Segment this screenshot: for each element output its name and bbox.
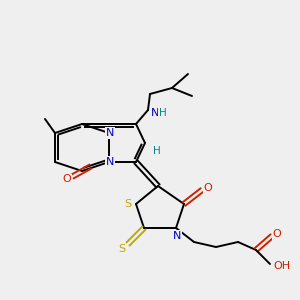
Text: S: S — [118, 244, 126, 254]
Text: N: N — [106, 128, 114, 138]
Text: O: O — [273, 229, 281, 239]
Text: OH: OH — [273, 261, 291, 271]
Text: H: H — [153, 146, 161, 156]
Text: O: O — [62, 175, 71, 184]
Text: N: N — [151, 108, 159, 118]
Text: H: H — [159, 108, 167, 118]
Text: N: N — [173, 231, 181, 241]
Text: S: S — [124, 199, 132, 209]
Text: O: O — [204, 183, 212, 193]
Text: N: N — [106, 157, 114, 167]
